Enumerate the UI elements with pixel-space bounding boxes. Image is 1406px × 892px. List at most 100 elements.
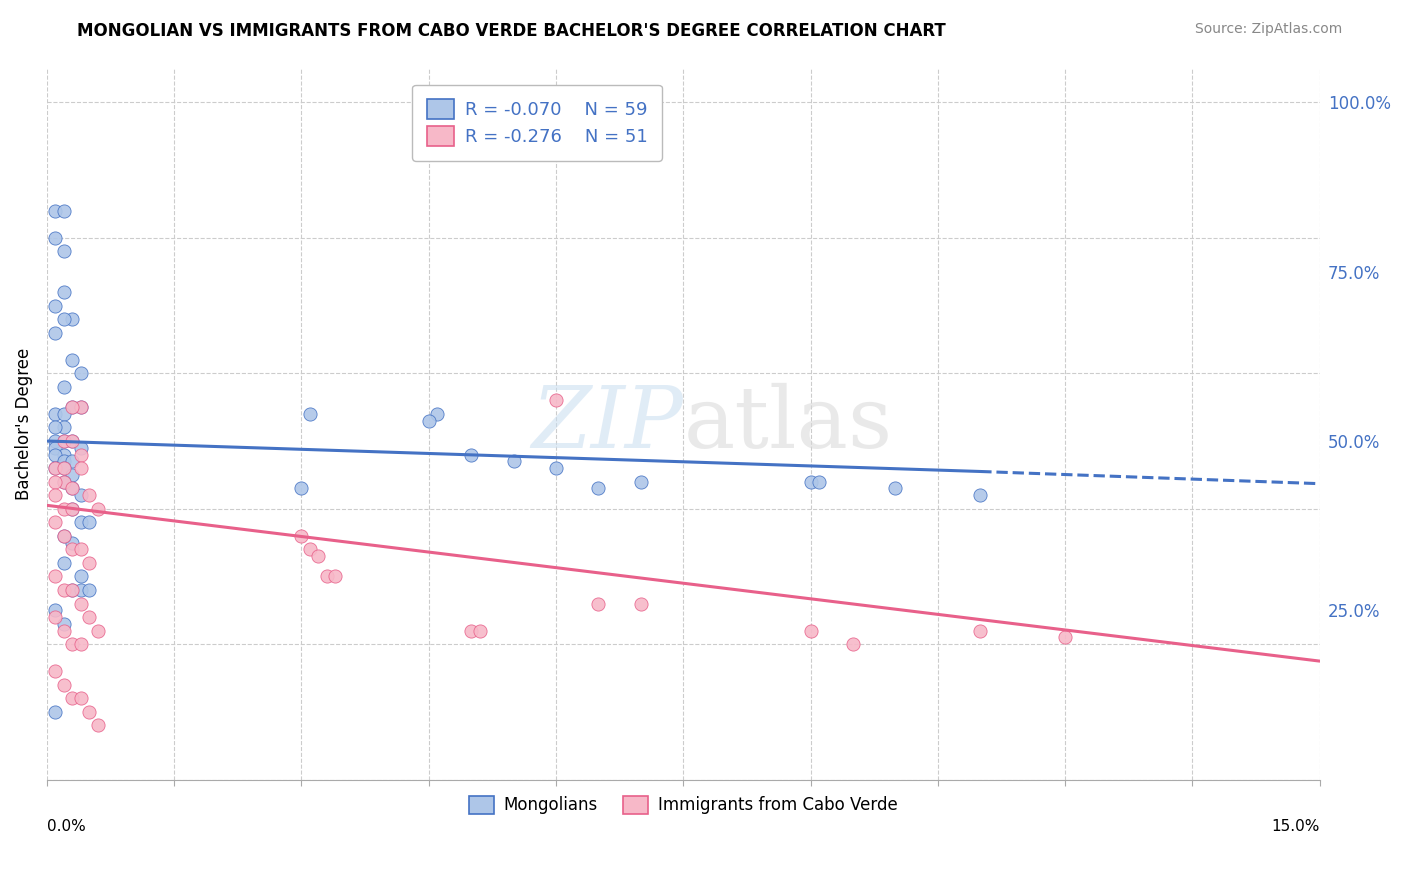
Point [60, 637, 83, 651]
Point [44, 603, 66, 617]
Point [298, 407, 321, 421]
Text: Source: ZipAtlas.com: Source: ZipAtlas.com [1195, 22, 1343, 37]
Point [69, 488, 91, 502]
Point [60, 467, 83, 482]
Point [52, 448, 75, 462]
Point [79, 556, 101, 570]
Point [60, 582, 83, 597]
Point [52, 501, 75, 516]
Point [69, 569, 91, 583]
Point [87, 501, 110, 516]
Point [52, 678, 75, 692]
Point [969, 488, 991, 502]
Point [799, 624, 821, 638]
Point [44, 326, 66, 340]
Point [52, 475, 75, 489]
Point [87, 718, 110, 732]
Point [52, 312, 75, 326]
Text: atlas: atlas [683, 383, 893, 466]
Point [69, 461, 91, 475]
Point [1054, 631, 1077, 645]
Point [44, 441, 66, 455]
Point [60, 501, 83, 516]
Point [298, 542, 321, 557]
Point [60, 434, 83, 448]
Point [69, 597, 91, 611]
Point [52, 529, 75, 543]
Point [52, 556, 75, 570]
Point [799, 475, 821, 489]
Point [44, 488, 66, 502]
Point [60, 454, 83, 468]
Point [60, 482, 83, 496]
Point [290, 482, 312, 496]
Point [52, 420, 75, 434]
Point [316, 569, 339, 583]
Point [69, 366, 91, 380]
Point [87, 624, 110, 638]
Point [468, 624, 491, 638]
Point [52, 244, 75, 259]
Point [60, 312, 83, 326]
Point [69, 400, 91, 414]
Point [79, 582, 101, 597]
Point [44, 705, 66, 719]
Point [52, 582, 75, 597]
Y-axis label: Bachelor's Degree: Bachelor's Degree [15, 348, 32, 500]
Point [44, 665, 66, 679]
Point [842, 637, 865, 651]
Point [52, 616, 75, 631]
Point [79, 516, 101, 530]
Point [325, 569, 347, 583]
Point [60, 542, 83, 557]
Point [52, 529, 75, 543]
Point [69, 691, 91, 706]
Point [60, 535, 83, 549]
Point [44, 448, 66, 462]
Point [44, 434, 66, 448]
Point [69, 516, 91, 530]
Point [60, 400, 83, 414]
Point [44, 299, 66, 313]
Point [808, 475, 831, 489]
Point [52, 407, 75, 421]
Text: ZIP: ZIP [531, 383, 683, 466]
Point [79, 610, 101, 624]
Point [69, 400, 91, 414]
Text: MONGOLIAN VS IMMIGRANTS FROM CABO VERDE BACHELOR'S DEGREE CORRELATION CHART: MONGOLIAN VS IMMIGRANTS FROM CABO VERDE … [77, 22, 946, 40]
Point [544, 461, 567, 475]
Point [460, 448, 482, 462]
Point [52, 434, 75, 448]
Point [52, 285, 75, 299]
Point [52, 454, 75, 468]
Point [60, 582, 83, 597]
Point [44, 475, 66, 489]
Point [307, 549, 329, 563]
Text: 15.0%: 15.0% [1271, 819, 1320, 834]
Point [69, 637, 91, 651]
Point [69, 542, 91, 557]
Point [588, 597, 610, 611]
Point [69, 448, 91, 462]
Point [52, 203, 75, 218]
Point [460, 624, 482, 638]
Point [44, 420, 66, 434]
Point [44, 461, 66, 475]
Point [79, 705, 101, 719]
Point [969, 624, 991, 638]
Legend: Mongolians, Immigrants from Cabo Verde: Mongolians, Immigrants from Cabo Verde [463, 789, 904, 821]
Point [588, 482, 610, 496]
Point [502, 454, 524, 468]
Point [52, 380, 75, 394]
Point [44, 231, 66, 245]
Point [69, 582, 91, 597]
Point [426, 407, 449, 421]
Point [52, 461, 75, 475]
Point [44, 569, 66, 583]
Point [60, 434, 83, 448]
Text: 0.0%: 0.0% [46, 819, 86, 834]
Point [69, 441, 91, 455]
Point [52, 461, 75, 475]
Point [418, 414, 440, 428]
Point [79, 488, 101, 502]
